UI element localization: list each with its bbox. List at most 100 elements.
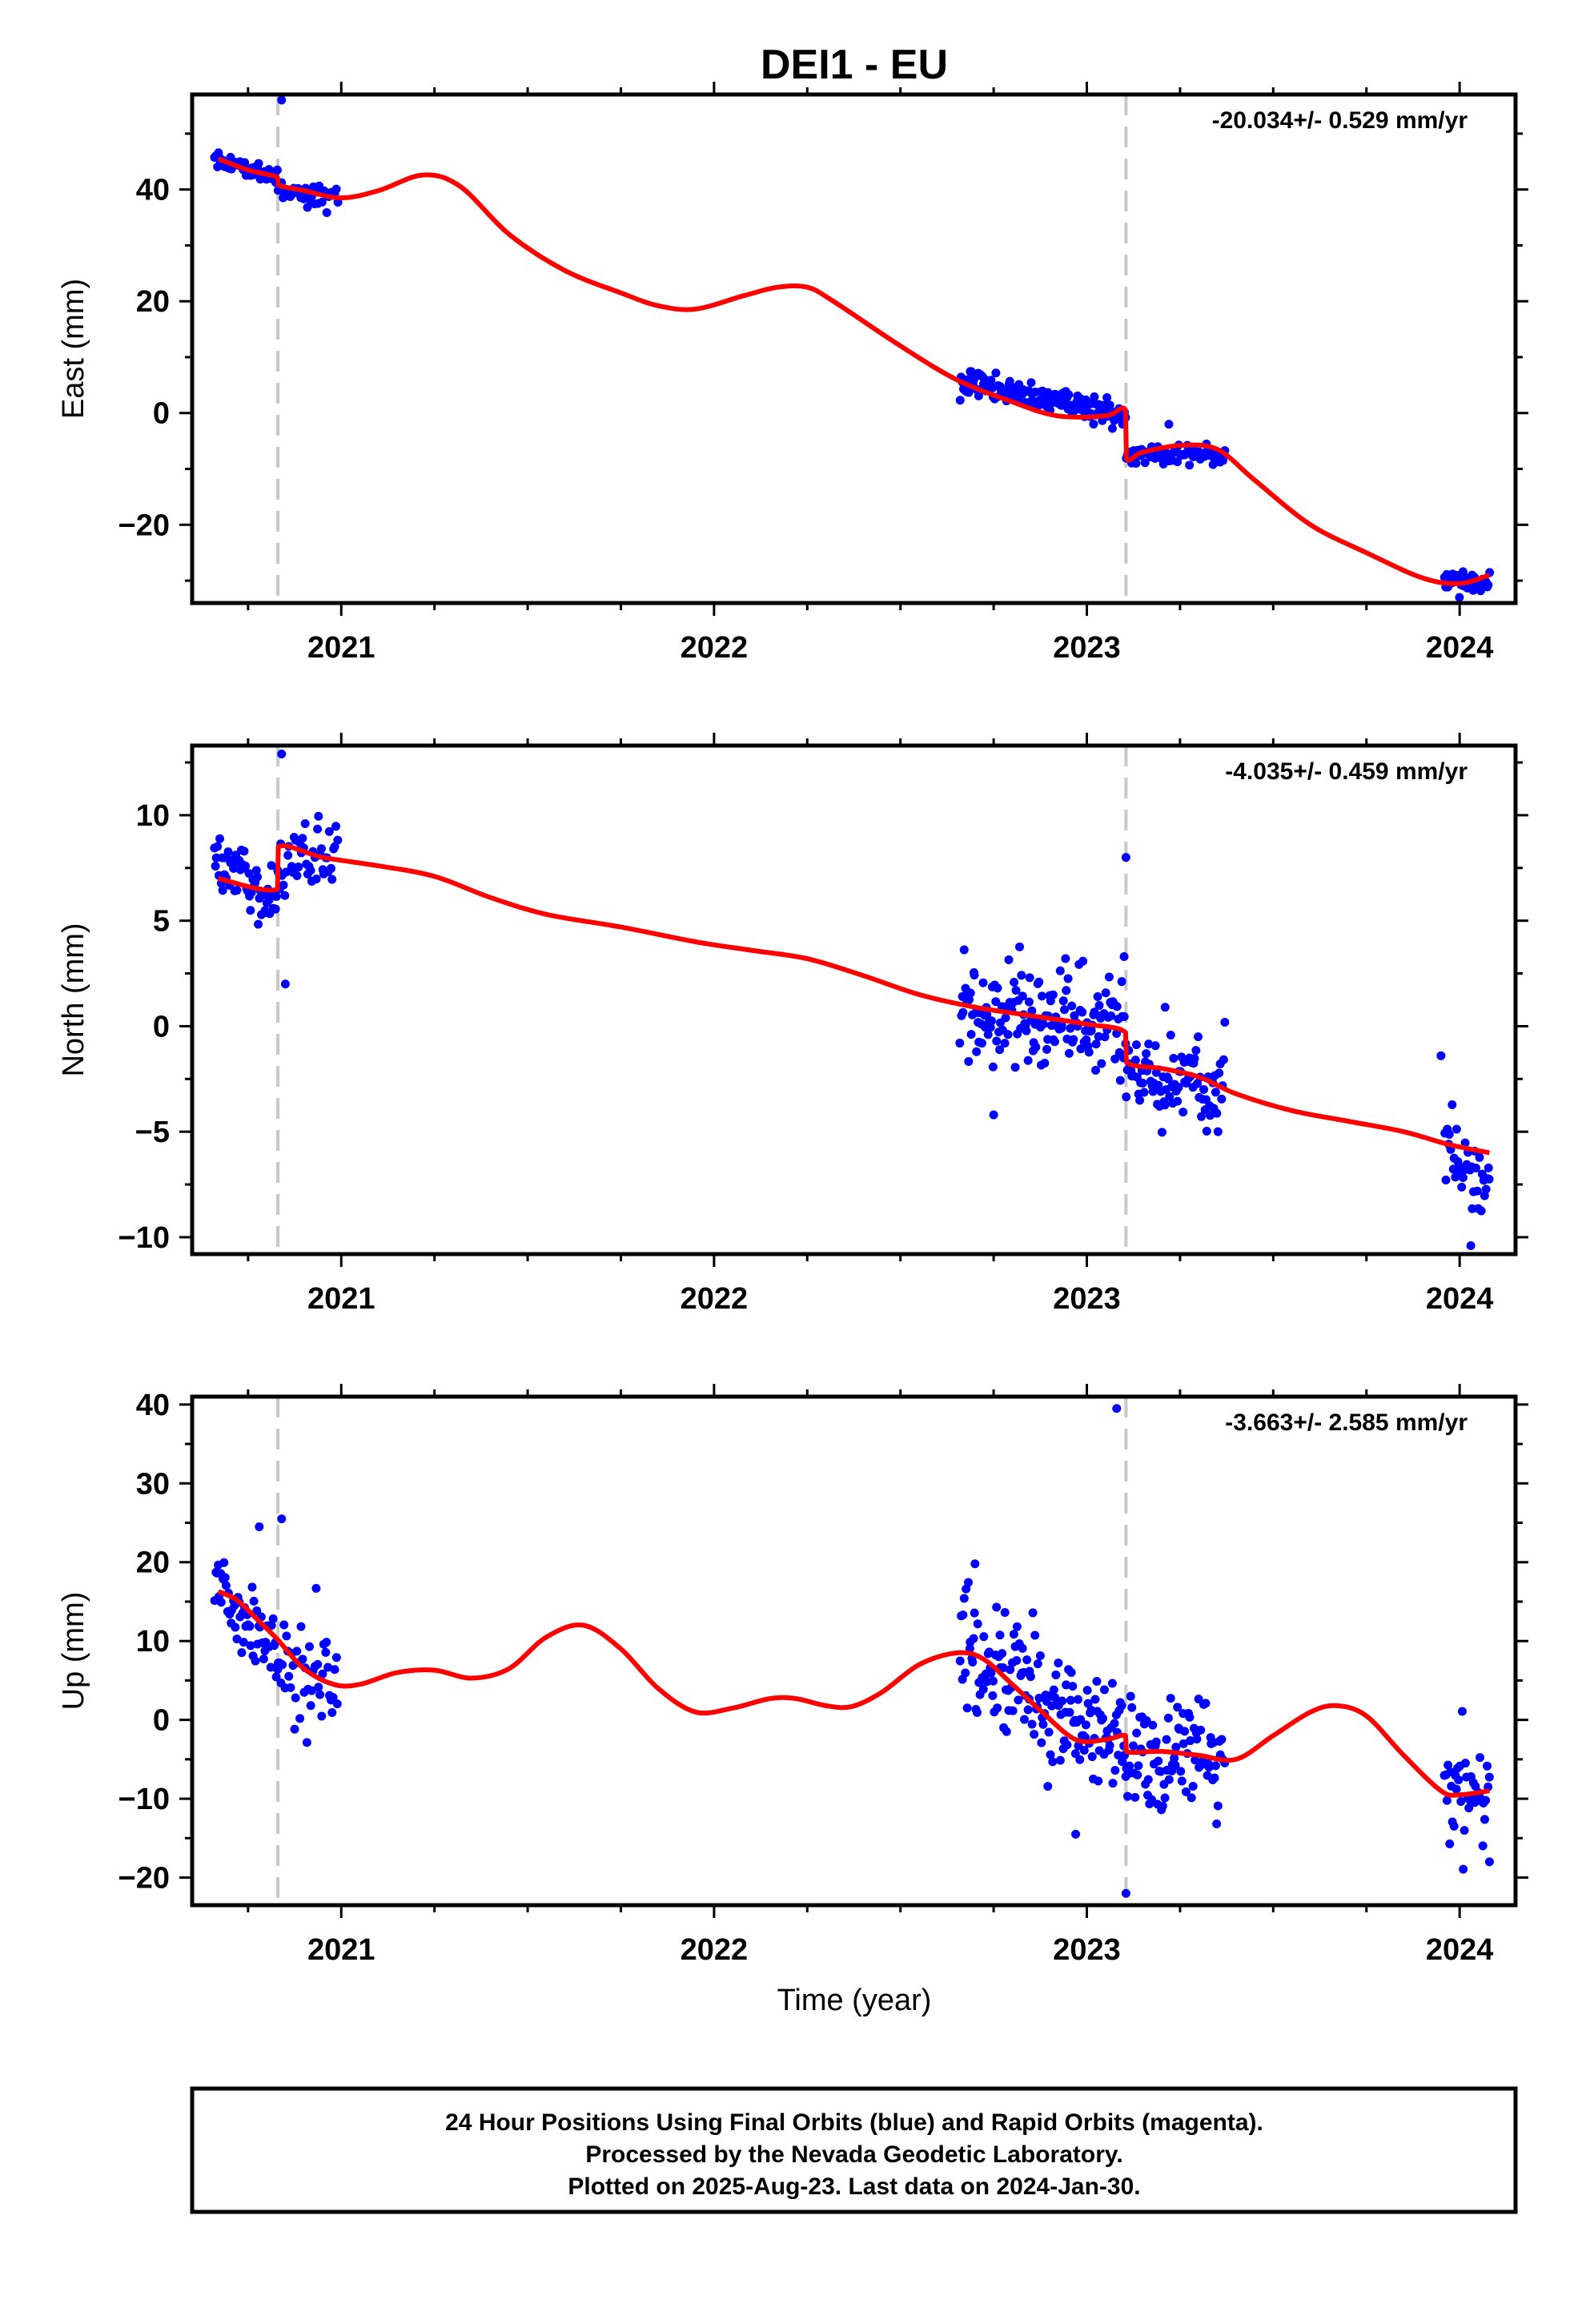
- up-y-tick-label: 30: [136, 1467, 170, 1501]
- up-data-point: [1014, 1695, 1023, 1705]
- up-data-point: [231, 1622, 240, 1632]
- north-data-point: [331, 822, 341, 831]
- up-data-point: [317, 1711, 327, 1721]
- up-data-point: [1454, 1775, 1464, 1785]
- north-data-point: [1144, 1039, 1154, 1049]
- panels: −20 0 20 40 2021 2022 2023 2024 East (mm) -20.034…: [57, 82, 1528, 1967]
- east-data-point: [277, 95, 287, 105]
- east-data-point: [1164, 420, 1174, 429]
- north-data-point: [1010, 1063, 1020, 1072]
- east-data-point: [1102, 392, 1112, 402]
- north-data-point: [313, 824, 323, 834]
- up-y-tick-label: 20: [136, 1546, 170, 1580]
- north-data-point: [280, 979, 290, 989]
- up-data-point: [302, 1738, 311, 1747]
- north-data-point: [993, 983, 1002, 993]
- up-data-point: [1030, 1730, 1039, 1739]
- up-data-point: [961, 1668, 970, 1678]
- up-data-point: [1127, 1703, 1137, 1712]
- up-data-point: [1087, 1752, 1097, 1762]
- up-x-tick-label: 2024: [1426, 1933, 1494, 1967]
- north-data-point: [298, 834, 307, 843]
- east-y-tick-label: −20: [118, 509, 170, 542]
- east-data-point: [1484, 580, 1493, 589]
- up-data-point: [292, 1647, 302, 1656]
- up-data-point: [1132, 1728, 1142, 1738]
- up-data-point: [1108, 1779, 1118, 1788]
- x-axis-label: Time (year): [777, 1984, 932, 2017]
- up-data-point: [1050, 1693, 1060, 1703]
- north-data-point: [1015, 942, 1025, 951]
- north-data-point: [1101, 988, 1110, 998]
- north-data-point: [1199, 1084, 1209, 1094]
- north-data-point: [1066, 1023, 1075, 1033]
- north-model-line: [217, 843, 1490, 1156]
- north-data-point: [1484, 1174, 1494, 1184]
- up-data-point: [1117, 1701, 1126, 1711]
- up-data-point: [1122, 1791, 1132, 1801]
- up-data-point: [1445, 1839, 1455, 1848]
- north-data-point: [1138, 1078, 1147, 1088]
- up-data-point: [267, 1621, 276, 1630]
- up-data-point: [1171, 1743, 1181, 1752]
- up-data-point: [277, 1514, 287, 1524]
- north-data-point: [1457, 1182, 1467, 1192]
- north-data-point: [1001, 1013, 1010, 1023]
- north-data-point: [229, 863, 239, 873]
- north-data-point: [1119, 1011, 1129, 1021]
- up-data-point: [306, 1701, 315, 1711]
- up-data-point: [1018, 1643, 1027, 1653]
- up-data-point: [1130, 1792, 1140, 1802]
- north-data-point: [1011, 986, 1021, 995]
- north-data-point: [1018, 991, 1027, 1001]
- east-y-axis-label: East (mm): [57, 279, 90, 419]
- north-data-point: [1060, 1005, 1070, 1015]
- up-data-point: [1081, 1720, 1090, 1730]
- up-data-point: [1054, 1659, 1063, 1668]
- east-data-point: [1105, 400, 1114, 410]
- up-data-point: [1212, 1819, 1222, 1829]
- north-data-point: [1090, 1007, 1099, 1017]
- up-data-point: [252, 1606, 262, 1615]
- north-data-point: [271, 904, 280, 914]
- up-data-point: [993, 1703, 1002, 1713]
- north-data-point: [1458, 1173, 1468, 1183]
- up-data-point: [1002, 1727, 1011, 1736]
- north-data-point: [1472, 1186, 1482, 1196]
- up-data-point: [1012, 1622, 1022, 1631]
- up-data-point: [1008, 1706, 1018, 1715]
- east-x-tick-label: 2024: [1426, 631, 1494, 665]
- up-data-point: [1133, 1770, 1142, 1779]
- up-data-point: [1023, 1705, 1033, 1715]
- east-data-point: [254, 159, 263, 168]
- north-data-point: [283, 850, 293, 860]
- up-data-point: [1164, 1775, 1174, 1784]
- up-data-point: [330, 1665, 339, 1675]
- up-data-point: [1066, 1695, 1075, 1705]
- up-data-point: [1192, 1735, 1202, 1744]
- up-data-points: [210, 1404, 1494, 1898]
- north-data-point: [218, 886, 227, 895]
- north-data-point: [306, 866, 315, 875]
- up-data-point: [1181, 1787, 1191, 1796]
- up-data-point: [291, 1693, 300, 1703]
- up-data-point: [1196, 1725, 1206, 1735]
- north-data-point: [232, 886, 242, 895]
- up-data-point: [220, 1573, 230, 1582]
- north-data-point: [1104, 972, 1114, 982]
- up-data-point: [1163, 1713, 1173, 1723]
- up-data-point: [1046, 1750, 1055, 1759]
- east-data-point: [303, 203, 312, 212]
- up-data-point: [1033, 1659, 1042, 1669]
- up-data-point: [968, 1657, 978, 1667]
- north-data-point: [1055, 966, 1065, 975]
- north-data-point: [1220, 1017, 1230, 1027]
- up-data-point: [1006, 1665, 1015, 1675]
- up-data-point: [998, 1663, 1008, 1673]
- north-data-point: [251, 866, 261, 875]
- up-data-point: [1452, 1784, 1461, 1794]
- north-data-point: [1031, 1042, 1041, 1051]
- up-data-point: [1185, 1712, 1195, 1722]
- north-data-point: [1042, 1044, 1052, 1054]
- north-data-point: [959, 945, 969, 955]
